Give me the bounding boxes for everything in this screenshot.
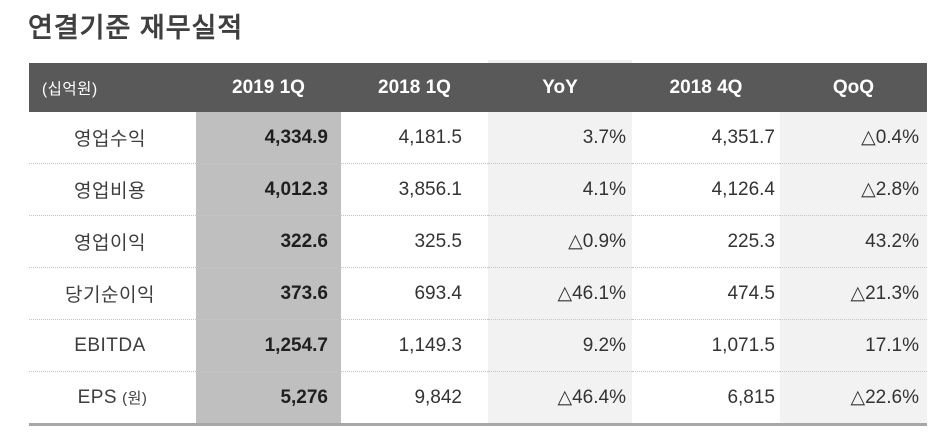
value-2018-1q: 4,181.5 xyxy=(398,126,462,148)
column-header-2018-1q: 2018 1Q xyxy=(341,63,488,112)
header-row: (십억원) 2019 1Q 2018 1Q YoY 2018 4Q QoQ xyxy=(29,63,927,112)
value-2019-1q: 373.6 xyxy=(196,267,341,320)
value-qoq: △21.3% xyxy=(780,267,927,320)
table-row-eps: EPS (원) 5,276 9,842 △46.4% 6,815 △22.6% xyxy=(29,371,927,425)
value-2019-1q: 4,334.9 xyxy=(196,112,341,164)
metric-label: 영업이익 xyxy=(29,215,196,268)
value-2018-4q: 225.3 xyxy=(632,215,780,268)
value-yoy: 3.7% xyxy=(488,112,632,164)
metric-label: EPS (원) xyxy=(29,371,196,425)
table-row-operating-profit: 영업이익 322.6 325.5 △0.9% 225.3 43.2% xyxy=(29,215,927,268)
value-qoq: 43.2% xyxy=(780,215,927,268)
value-yoy: 9.2% xyxy=(488,319,632,372)
value-yoy: 4.1% xyxy=(488,163,632,216)
value-2019-1q: 5,276 xyxy=(196,371,341,425)
yoy-column-accent xyxy=(488,60,632,63)
value-2018-4q: 6,815 xyxy=(632,371,780,425)
value-yoy: △46.1% xyxy=(488,267,632,320)
value-yoy: △46.4% xyxy=(488,371,632,425)
table-row-ebitda: EBITDA 1,254.7 1,149.3 9.2% 1,071.5 17.1… xyxy=(29,319,927,372)
value-2018-4q: 1,071.5 xyxy=(632,319,780,372)
value-qoq: 17.1% xyxy=(780,319,927,372)
value-2019-1q: 1,254.7 xyxy=(196,319,341,372)
page-title: 연결기준 재무실적 xyxy=(28,13,244,43)
table-row-operating-revenue: 영업수익 4,334.9 4,181.5 3.7% 4,351.7 △0.4% xyxy=(29,112,927,164)
value-2019-1q: 4,012.3 xyxy=(196,163,341,216)
value-qoq: △0.4% xyxy=(780,112,927,164)
value-2018-4q: 474.5 xyxy=(632,267,780,320)
column-header-2019-1q: 2019 1Q xyxy=(196,63,341,112)
unit-label: (십억원) xyxy=(29,63,196,112)
value-2018-1q: 325.5 xyxy=(341,215,488,268)
table-row-operating-expenses: 영업비용 4,012.3 3,856.1 4.1% 4,126.4 △2.8% xyxy=(29,163,927,216)
value-yoy: △0.9% xyxy=(488,215,632,268)
value-2019-1q: 322.6 xyxy=(196,215,341,268)
metric-label: 영업비용 xyxy=(29,163,196,216)
metric-label: EBITDA xyxy=(29,319,196,372)
metric-label: 당기순이익 xyxy=(29,267,196,320)
value-qoq: △22.6% xyxy=(780,371,927,425)
metric-label: 영업수익 xyxy=(74,129,146,150)
value-2018-1q: 693.4 xyxy=(341,267,488,320)
results-table: (십억원) 2019 1Q 2018 1Q YoY 2018 4Q QoQ 영업… xyxy=(29,63,927,426)
metric-label-note: (원) xyxy=(122,389,148,407)
column-header-qoq: QoQ xyxy=(780,63,927,112)
value-2018-1q: 3,856.1 xyxy=(341,163,488,216)
column-header-2018-4q: 2018 4Q xyxy=(632,63,780,112)
value-2018-1q: 9,842 xyxy=(341,371,488,425)
value-2018-1q: 1,149.3 xyxy=(341,319,488,372)
value-2018-4q: 4,351.7 xyxy=(711,126,775,148)
table-row-net-income: 당기순이익 373.6 693.4 △46.1% 474.5 △21.3% xyxy=(29,267,927,320)
financial-table: (십억원) 2019 1Q 2018 1Q YoY 2018 4Q QoQ 영업… xyxy=(29,60,927,426)
value-2018-4q: 4,126.4 xyxy=(632,163,780,216)
column-header-yoy: YoY xyxy=(488,63,632,112)
value-qoq: △2.8% xyxy=(780,163,927,216)
